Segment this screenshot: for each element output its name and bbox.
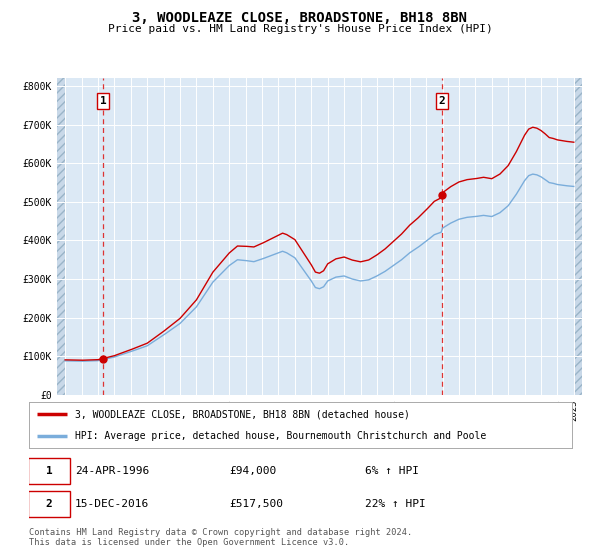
Text: Contains HM Land Registry data © Crown copyright and database right 2024.
This d: Contains HM Land Registry data © Crown c… [29, 528, 412, 547]
Text: 1: 1 [100, 96, 106, 106]
Text: 2: 2 [46, 500, 52, 510]
Text: 1: 1 [46, 466, 52, 476]
FancyBboxPatch shape [28, 492, 70, 517]
Text: 6% ↑ HPI: 6% ↑ HPI [365, 466, 419, 476]
Text: 3, WOODLEAZE CLOSE, BROADSTONE, BH18 8BN: 3, WOODLEAZE CLOSE, BROADSTONE, BH18 8BN [133, 11, 467, 25]
Text: 2: 2 [439, 96, 445, 106]
Bar [574, 78, 582, 395]
Text: Price paid vs. HM Land Registry's House Price Index (HPI): Price paid vs. HM Land Registry's House … [107, 24, 493, 34]
Text: 15-DEC-2016: 15-DEC-2016 [75, 500, 149, 510]
FancyBboxPatch shape [28, 458, 70, 484]
Text: £517,500: £517,500 [230, 500, 284, 510]
Text: 24-APR-1996: 24-APR-1996 [75, 466, 149, 476]
Text: 3, WOODLEAZE CLOSE, BROADSTONE, BH18 8BN (detached house): 3, WOODLEAZE CLOSE, BROADSTONE, BH18 8BN… [75, 409, 410, 419]
Text: £94,000: £94,000 [230, 466, 277, 476]
Text: 22% ↑ HPI: 22% ↑ HPI [365, 500, 426, 510]
Text: HPI: Average price, detached house, Bournemouth Christchurch and Poole: HPI: Average price, detached house, Bour… [75, 431, 486, 441]
Bar [57, 78, 65, 395]
